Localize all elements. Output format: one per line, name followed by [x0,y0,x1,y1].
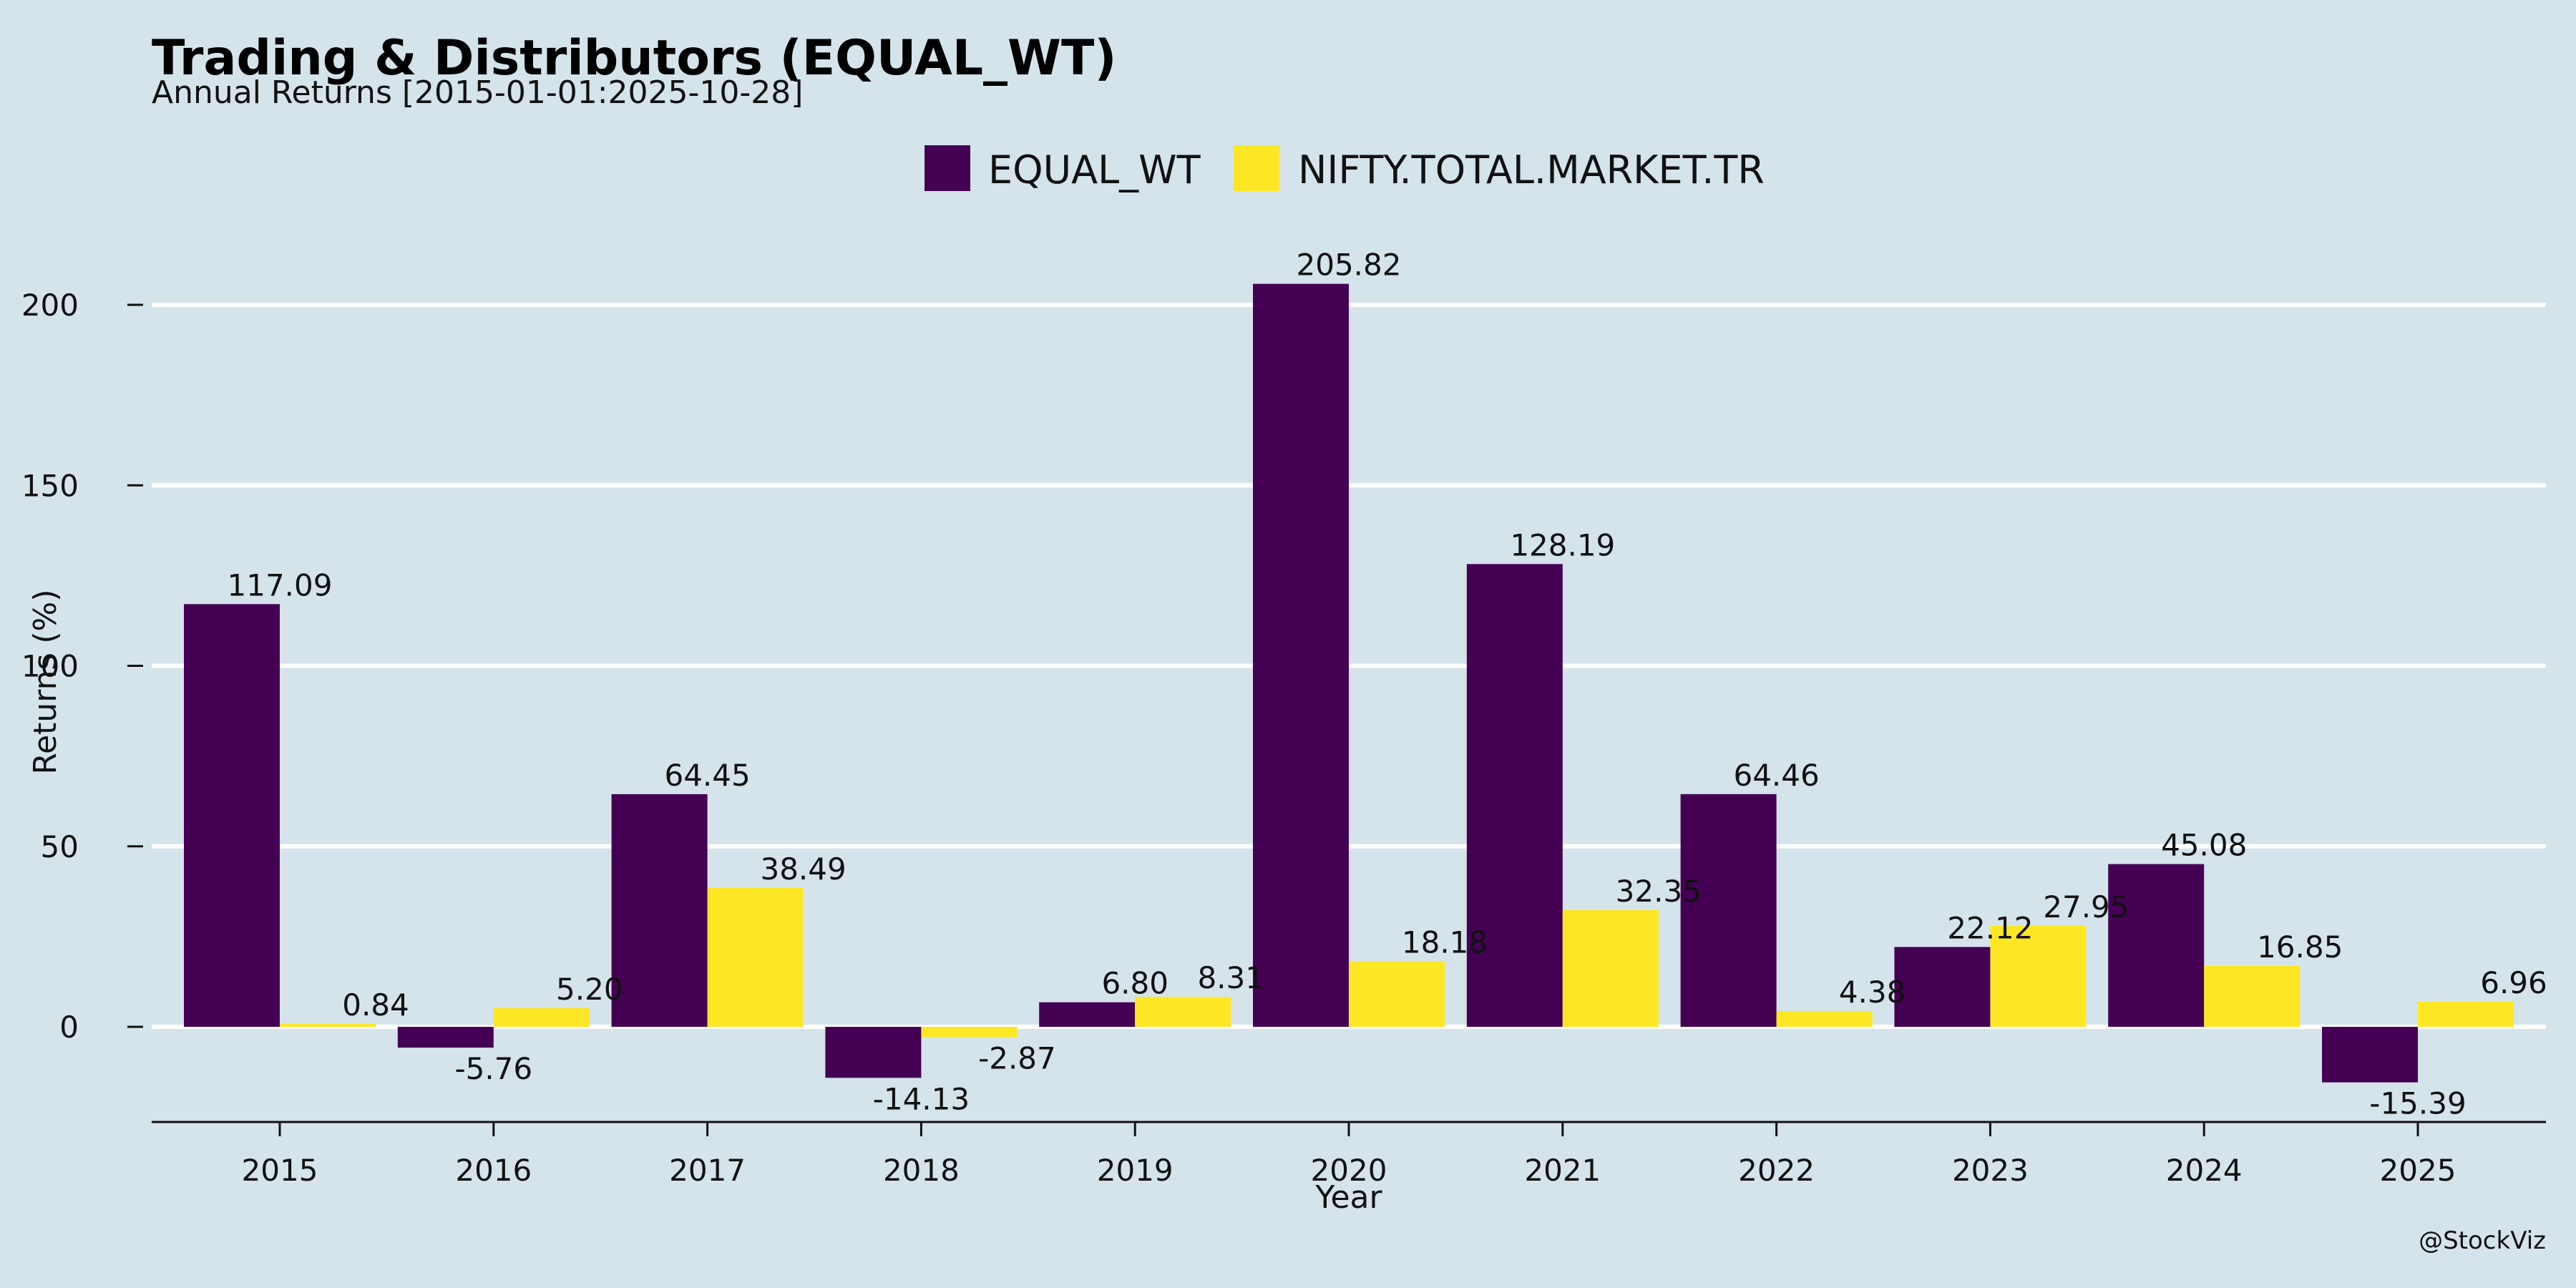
bar-equal-wt-2017 [611,794,708,1027]
data-label-nifty-2023: 27.95 [2043,889,2129,924]
y-tick-label: 200 [21,288,79,323]
bar-equal-wt-2021 [1466,564,1563,1027]
data-label-nifty-2015: 0.84 [342,987,409,1023]
x-tick-label: 2015 [242,1153,318,1188]
bar-equal-wt-2022 [1680,794,1777,1027]
x-tick-label: 2017 [669,1153,746,1188]
data-label-equal-wt-2019: 6.80 [1101,966,1169,1001]
legend: EQUAL_WT NIFTY.TOTAL.MARKET.TR [924,145,1765,192]
bar-nifty-2020 [1349,961,1445,1027]
y-tick-label: 150 [21,468,79,503]
y-tick-label: 100 [21,649,79,684]
data-label-equal-wt-2018: -14.13 [873,1081,970,1116]
data-label-nifty-2025: 6.96 [2480,965,2547,1000]
data-label-equal-wt-2020: 205.82 [1297,248,1402,283]
bar-equal-wt-2023 [1894,947,1991,1027]
chart-subtitle: Annual Returns [2015-01-01:2025-10-28] [152,74,803,111]
data-labels: 117.09 0.84 -5.76 5.20 64.45 38.49 -14.13-2.87… [228,248,2547,1121]
x-tick-label: 2021 [1524,1153,1601,1188]
data-label-equal-wt-2025: -15.39 [2369,1086,2466,1121]
data-label-equal-wt-2015: 117.09 [228,567,333,602]
bar-equal-wt-2020 [1253,283,1349,1028]
data-label-nifty-2020: 18.18 [1402,924,1488,960]
data-label-nifty-2016: 5.20 [556,972,623,1007]
data-label-equal-wt-2023: 22.12 [1947,910,2033,945]
bar-equal-wt-2019 [1039,1002,1136,1027]
data-label-nifty-2018: -2.87 [978,1040,1056,1075]
x-tick-label: 2018 [883,1153,960,1188]
x-tick-label: 2020 [1311,1153,1387,1188]
x-tick-label: 2019 [1097,1153,1174,1188]
bar-equal-wt-2018 [825,1027,922,1078]
bar-equal-wt-2016 [397,1027,494,1048]
legend-label-nifty: NIFTY.TOTAL.MARKET.TR [1298,147,1765,192]
data-label-equal-wt-2017: 64.45 [664,758,750,793]
x-tick-label: 2023 [1952,1153,2029,1188]
bar-equal-wt-2015 [184,604,280,1027]
data-label-nifty-2024: 16.85 [2257,930,2343,965]
bar-nifty-2016 [493,1008,590,1027]
bar-nifty-2022 [1776,1010,1873,1027]
legend-swatch-nifty [1234,145,1279,191]
legend-label-equal-wt: EQUAL_WT [988,147,1201,192]
y-axis: 0 50 100 150 200 [21,288,143,1045]
credit-watermark: @StockViz [2419,1226,2546,1255]
data-label-equal-wt-2024: 45.08 [2161,828,2247,863]
data-label-nifty-2021: 32.35 [1616,874,1702,909]
data-label-nifty-2022: 4.38 [1839,975,1906,1010]
bar-nifty-2018 [921,1027,1018,1038]
data-label-nifty-2017: 38.49 [760,852,846,887]
y-axis-label: Returns (%) [27,589,64,774]
x-tick-label: 2022 [1738,1153,1815,1188]
bar-equal-wt-2025 [2322,1027,2418,1083]
bar-nifty-2025 [2418,1001,2514,1027]
bar-nifty-2015 [280,1023,376,1027]
bar-equal-wt-2024 [2108,864,2205,1027]
bar-nifty-2024 [2204,965,2301,1027]
bar-nifty-2023 [1990,925,2087,1027]
data-label-equal-wt-2016: -5.76 [454,1051,532,1086]
chart-title: Trading & Distributors (EQUAL_WT) [152,30,1117,87]
x-axis: 2015 2016 2017 2018 2019 2020 2021 2022 2023 2024… [152,1121,2546,1188]
data-label-equal-wt-2022: 64.46 [1733,758,1819,793]
x-tick-label: 2024 [2166,1153,2243,1188]
x-tick-label: 2016 [455,1153,532,1188]
y-tick-label: 50 [41,829,79,864]
bar-nifty-2017 [707,887,804,1027]
x-tick-label: 2025 [2380,1153,2457,1188]
bar-nifty-2021 [1562,909,1659,1027]
x-axis-label: Year [1314,1179,1382,1216]
legend-swatch-equal-wt [924,145,970,191]
data-label-equal-wt-2021: 128.19 [1510,527,1615,562]
y-tick-label: 0 [59,1010,79,1045]
data-label-nifty-2019: 8.31 [1197,960,1264,995]
bar-nifty-2019 [1135,997,1231,1027]
bars [184,283,2514,1083]
